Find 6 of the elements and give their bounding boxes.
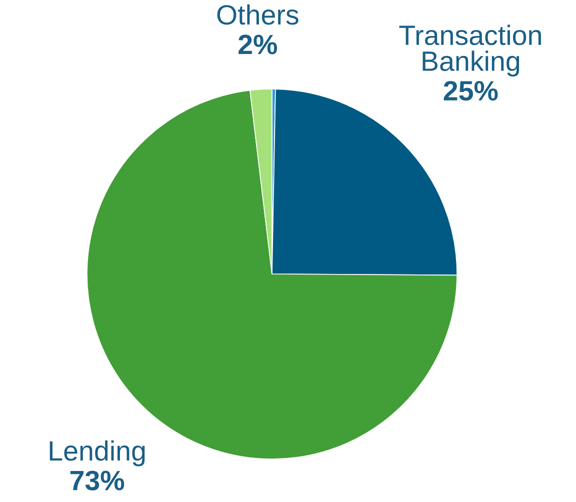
slice-label: Transaction Banking (399, 24, 541, 77)
data-label: 2% (238, 34, 277, 54)
data-label: 25% (444, 80, 498, 101)
slice-label: Others (217, 4, 298, 25)
data-label: 73% (70, 470, 124, 490)
slice-label: Lending (50, 440, 145, 466)
